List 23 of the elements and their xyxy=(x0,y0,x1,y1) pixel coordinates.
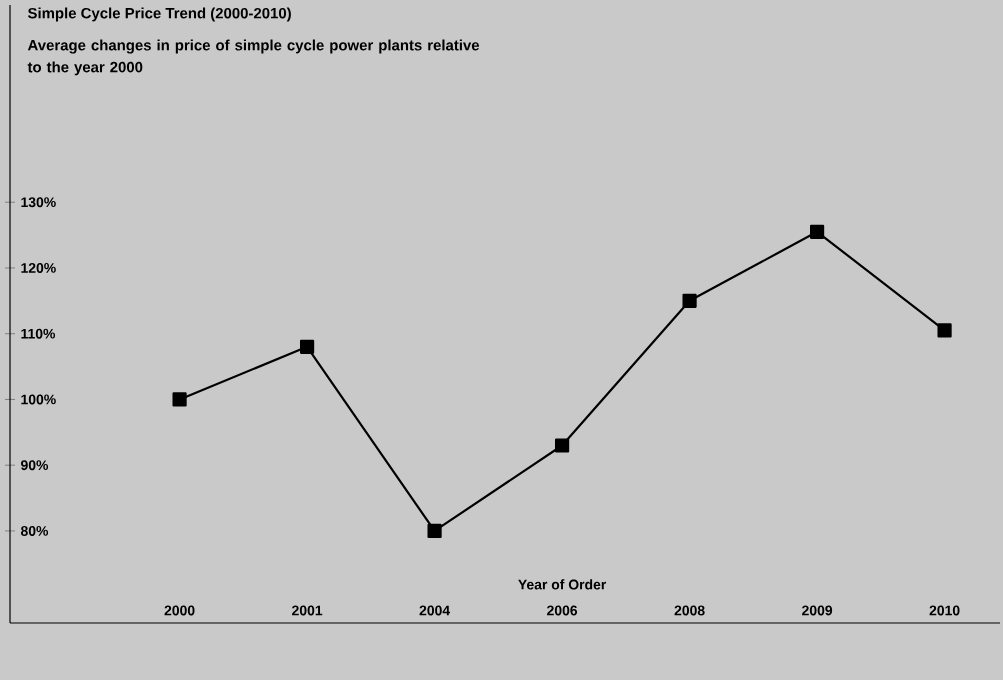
point xyxy=(172,392,187,407)
x-tick-label: 2004 xyxy=(419,605,451,616)
point xyxy=(427,523,442,539)
point xyxy=(809,224,825,239)
y-tick-label: 80% xyxy=(20,525,49,536)
x-tick-label: 2010 xyxy=(929,605,960,616)
x-axis-title: Year of Order xyxy=(518,579,607,590)
x-tick-label: 2000 xyxy=(164,605,195,616)
point xyxy=(299,339,315,354)
chart-title: Simple Cycle Price Trend (2000-2010) xyxy=(27,7,291,22)
y-tick-label: 110% xyxy=(21,328,56,339)
point xyxy=(554,438,570,453)
point xyxy=(937,323,952,338)
x-tick-label: 2009 xyxy=(802,605,833,616)
x-tick-label: 2001 xyxy=(292,605,323,616)
y-tick-label: 90% xyxy=(21,460,49,471)
x-tick-label: 2008 xyxy=(674,605,705,616)
text: Average changes in price of simple cycle power plants relative to the year 2000 xyxy=(27,39,480,76)
y-tick-label: 100% xyxy=(21,394,56,405)
x-tick-label: 2006 xyxy=(547,605,578,616)
y-tick-label: 120% xyxy=(21,263,56,273)
point xyxy=(682,293,697,308)
y-tick-label: 130% xyxy=(21,197,56,208)
